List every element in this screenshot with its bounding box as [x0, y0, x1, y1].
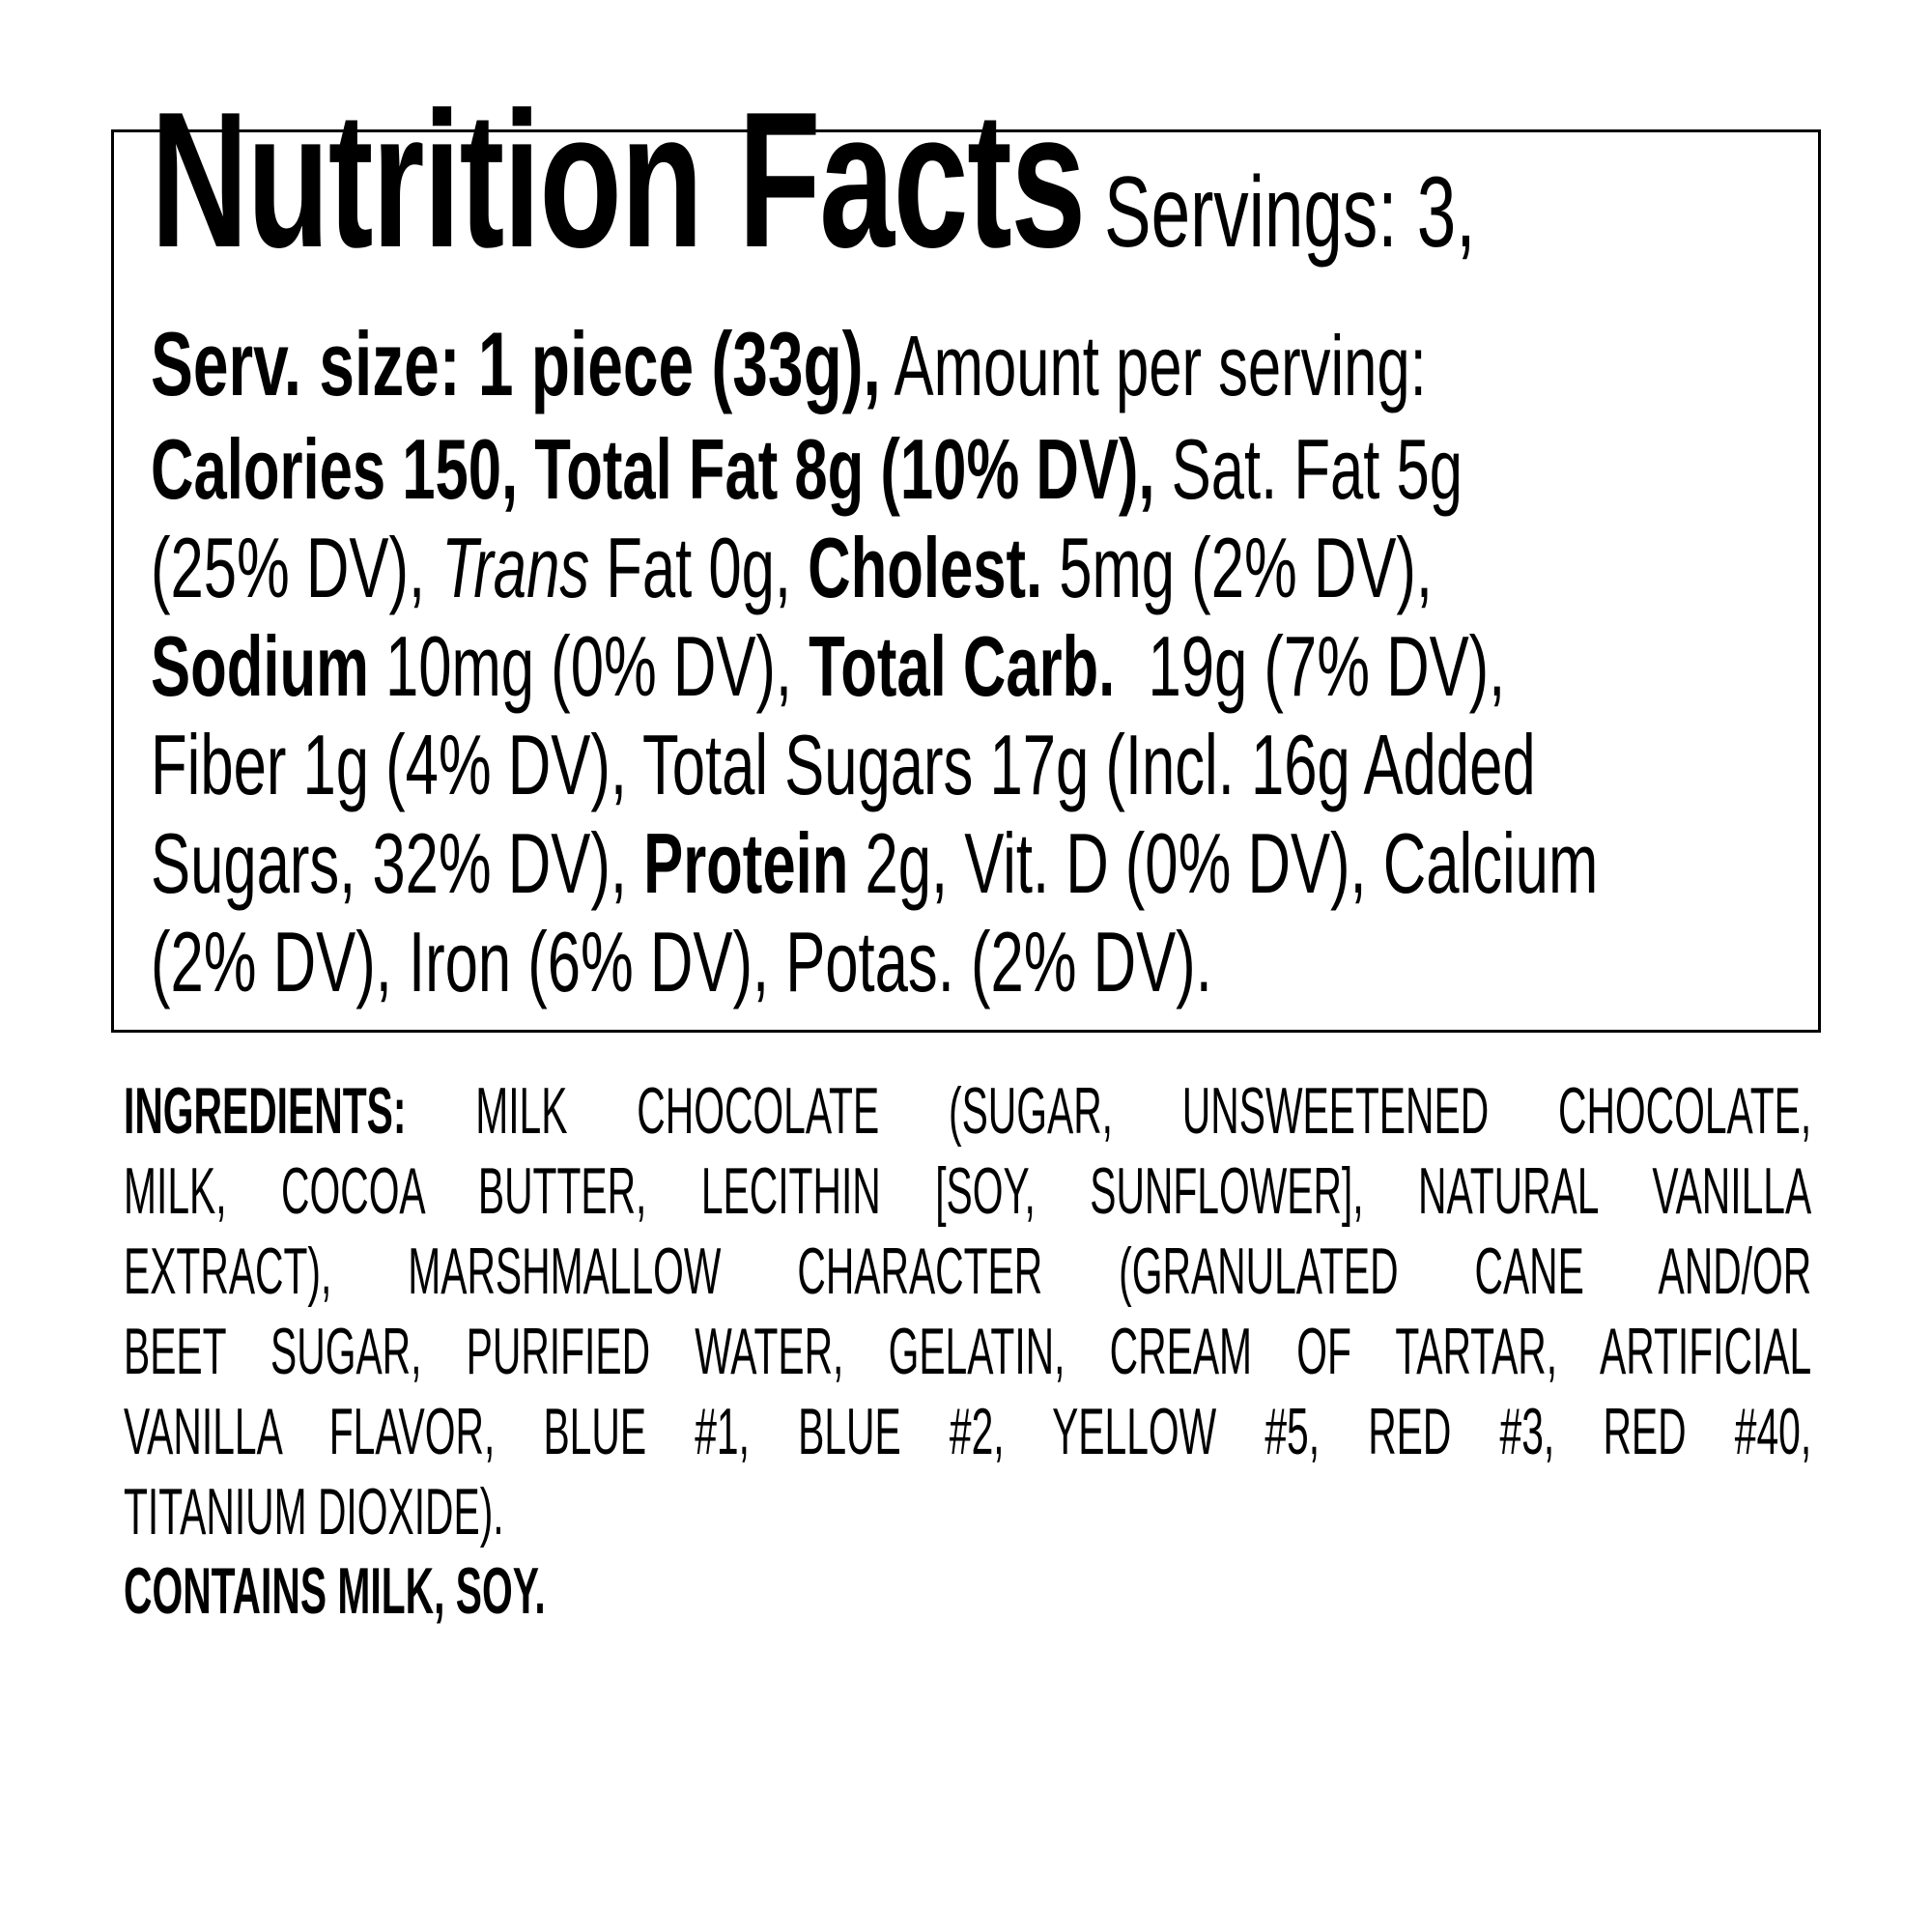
- ingredients-line-text: MILK, COCOA BUTTER, LECITHIN [SOY, SUNFL…: [124, 1154, 1812, 1228]
- nutrition-segment: Trans: [441, 520, 590, 615]
- nutrition-line: Sugars, 32% DV), Protein 2g, Vit. D (0% …: [151, 821, 1598, 906]
- ingredients-line: MILK, COCOA BUTTER, LECITHIN [SOY, SUNFL…: [124, 1158, 1811, 1224]
- nutrition-segment: Servings: 3,: [1084, 156, 1476, 269]
- ingredients-line-text: VANILLA FLAVOR, BLUE #1, BLUE #2, YELLOW…: [124, 1395, 1812, 1468]
- nutrition-line: (25% DV), Trans Fat 0g, Cholest. 5mg (2%…: [151, 526, 1433, 611]
- ingredients-line-text: TITANIUM DIOXIDE).: [124, 1475, 504, 1548]
- nutrition-segment: 5mg (2% DV),: [1042, 520, 1434, 615]
- nutrition-segment: Protein: [643, 815, 849, 911]
- nutrition-segment: Calories 150, Total Fat 8g (10% DV),: [151, 421, 1155, 517]
- nutrition-segment: Sugars, 32% DV),: [151, 815, 644, 911]
- ingredients-line-text: EXTRACT), MARSHMALLOW CHARACTER (GRANULA…: [124, 1235, 1812, 1308]
- nutrition-segment: Cholest.: [808, 520, 1043, 615]
- nutrition-segment: Fiber 1g (4% DV), Total Sugars 17g (Incl…: [151, 717, 1536, 812]
- ingredients-line-text: BEET SUGAR, PURIFIED WATER, GELATIN, CRE…: [124, 1315, 1812, 1388]
- nutrition-segment: Sat. Fat 5g: [1154, 421, 1463, 517]
- ingredients-line: VANILLA FLAVOR, BLUE #1, BLUE #2, YELLOW…: [124, 1399, 1811, 1464]
- nutrition-line: Fiber 1g (4% DV), Total Sugars 17g (Incl…: [151, 723, 1536, 808]
- nutrition-segment: Sodium: [151, 618, 369, 714]
- nutrition-line: Calories 150, Total Fat 8g (10% DV), Sat…: [151, 427, 1463, 512]
- nutrition-segment: Total Carb.: [809, 618, 1116, 714]
- nutrition-segment: 19g (7% DV),: [1115, 618, 1506, 714]
- ingredients-line: EXTRACT), MARSHMALLOW CHARACTER (GRANULA…: [124, 1238, 1811, 1304]
- nutrition-line: (2% DV), Iron (6% DV), Potas. (2% DV).: [151, 920, 1212, 1005]
- ingredients-line: INGREDIENTS: MILK CHOCOLATE (SUGAR, UNSW…: [124, 1078, 1811, 1144]
- ingredients-line-text: MILK CHOCOLATE (SUGAR, UNSWEETENED CHOCO…: [406, 1074, 1812, 1148]
- nutrition-segment: 2g, Vit. D (0% DV), Calcium: [848, 815, 1599, 911]
- nutrition-segment: (2% DV), Iron (6% DV), Potas. (2% DV).: [151, 914, 1212, 1009]
- nutrition-segment: Fat 0g,: [589, 520, 809, 615]
- nutrition-facts-title-line: Nutrition Facts Servings: 3,: [151, 84, 1475, 277]
- ingredients-label: INGREDIENTS:: [124, 1074, 407, 1148]
- nutrition-segment: Serv. size: 1 piece (33g),: [151, 313, 881, 414]
- ingredients-line: BEET SUGAR, PURIFIED WATER, GELATIN, CRE…: [124, 1319, 1811, 1384]
- nutrition-segment: Amount per serving:: [880, 318, 1427, 413]
- nutrition-line: Sodium 10mg (0% DV), Total Carb. 19g (7%…: [151, 624, 1505, 709]
- nutrition-line: Serv. size: 1 piece (33g), Amount per se…: [151, 319, 1427, 410]
- nutrition-segment: (25% DV),: [151, 520, 442, 615]
- ingredients-line: TITANIUM DIOXIDE).: [124, 1479, 1811, 1545]
- nutrition-facts-title: Nutrition Facts: [151, 72, 1086, 288]
- nutrition-facts-box: [111, 129, 1821, 1033]
- allergen-statement: CONTAINS MILK, SOY.: [124, 1554, 546, 1628]
- nutrition-segment: 10mg (0% DV),: [368, 618, 810, 714]
